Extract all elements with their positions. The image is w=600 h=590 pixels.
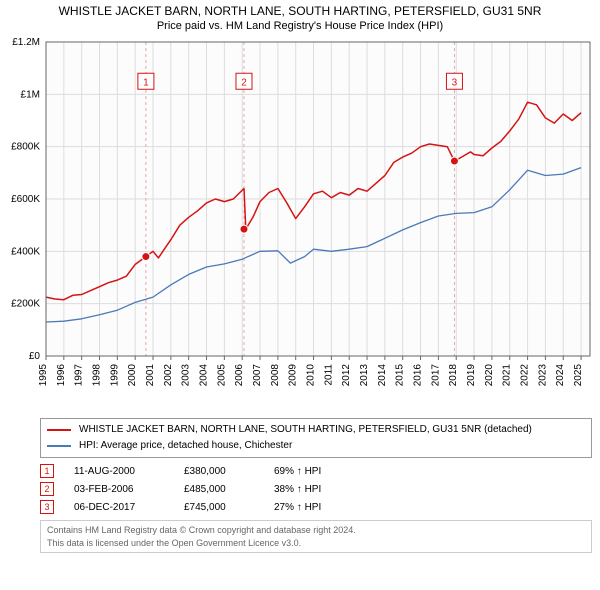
svg-text:2001: 2001 [145,364,156,387]
svg-text:£1M: £1M [21,89,40,100]
legend-swatch [47,429,71,431]
event-marker: 2 [40,482,54,496]
chart-subtitle: Price paid vs. HM Land Registry's House … [8,20,592,32]
event-pct: 69% ↑ HPI [274,466,321,477]
legend: WHISTLE JACKET BARN, NORTH LANE, SOUTH H… [40,418,592,458]
event-price: £380,000 [184,466,254,477]
svg-text:2022: 2022 [520,364,531,387]
svg-text:1996: 1996 [56,364,67,387]
attribution-footer: Contains HM Land Registry data © Crown c… [40,520,592,553]
event-row: 3 06-DEC-2017 £745,000 27% ↑ HPI [40,498,592,516]
chart-title: WHISTLE JACKET BARN, NORTH LANE, SOUTH H… [8,4,592,18]
svg-text:2009: 2009 [288,364,299,387]
svg-text:2024: 2024 [555,364,566,387]
event-price: £485,000 [184,484,254,495]
svg-text:2002: 2002 [163,364,174,387]
svg-text:£0: £0 [29,351,41,362]
event-marker: 3 [40,500,54,514]
svg-text:2015: 2015 [395,364,406,387]
svg-text:2010: 2010 [306,364,317,387]
svg-text:2012: 2012 [341,364,352,387]
event-marker: 1 [40,464,54,478]
footer-line-1: Contains HM Land Registry data © Crown c… [47,524,585,537]
svg-text:2008: 2008 [270,364,281,387]
svg-text:2007: 2007 [252,364,263,387]
svg-text:2017: 2017 [430,364,441,387]
svg-text:1997: 1997 [74,364,85,387]
event-pct: 38% ↑ HPI [274,484,321,495]
svg-text:2004: 2004 [199,364,210,387]
svg-text:1998: 1998 [92,364,103,387]
event-date: 03-FEB-2006 [74,484,164,495]
svg-text:£600K: £600K [11,194,40,205]
event-pct: 27% ↑ HPI [274,502,321,513]
legend-item: HPI: Average price, detached house, Chic… [47,438,585,454]
svg-text:2011: 2011 [323,364,334,386]
svg-text:£800K: £800K [11,142,40,153]
svg-text:2025: 2025 [573,364,584,387]
legend-label: WHISTLE JACKET BARN, NORTH LANE, SOUTH H… [79,422,532,438]
legend-swatch [47,445,71,447]
svg-text:2020: 2020 [484,364,495,387]
svg-text:2006: 2006 [234,364,245,387]
svg-text:2003: 2003 [181,364,192,387]
svg-text:1: 1 [143,77,149,88]
svg-text:2013: 2013 [359,364,370,387]
svg-text:2021: 2021 [502,364,513,387]
footer-line-2: This data is licensed under the Open Gov… [47,537,585,550]
svg-text:2018: 2018 [448,364,459,387]
event-row: 2 03-FEB-2006 £485,000 38% ↑ HPI [40,480,592,498]
svg-text:1995: 1995 [38,364,49,387]
event-price: £745,000 [184,502,254,513]
svg-text:2005: 2005 [216,364,227,387]
chart-title-block: WHISTLE JACKET BARN, NORTH LANE, SOUTH H… [0,0,600,34]
event-row: 1 11-AUG-2000 £380,000 69% ↑ HPI [40,462,592,480]
svg-text:£400K: £400K [11,246,40,257]
legend-label: HPI: Average price, detached house, Chic… [79,438,292,454]
legend-item: WHISTLE JACKET BARN, NORTH LANE, SOUTH H… [47,422,585,438]
svg-text:3: 3 [452,77,458,88]
event-date: 11-AUG-2000 [74,466,164,477]
event-date: 06-DEC-2017 [74,502,164,513]
svg-text:2023: 2023 [537,364,548,387]
svg-text:2: 2 [241,77,247,88]
chart-container: £0 £200K £400K £600K £800K £1M £1.2M 1995 1996 19… [0,34,600,414]
price-chart: £0 £200K £400K £600K £800K £1M £1.2M 1995 1996 19… [0,34,600,414]
svg-text:2014: 2014 [377,364,388,387]
svg-text:£1.2M: £1.2M [12,37,40,48]
svg-text:2016: 2016 [413,364,424,387]
svg-text:2000: 2000 [127,364,138,387]
svg-text:1999: 1999 [109,364,120,387]
svg-text:£200K: £200K [11,299,40,310]
events-table: 1 11-AUG-2000 £380,000 69% ↑ HPI 2 03-FEB-200… [40,462,592,516]
svg-text:2019: 2019 [466,364,477,387]
